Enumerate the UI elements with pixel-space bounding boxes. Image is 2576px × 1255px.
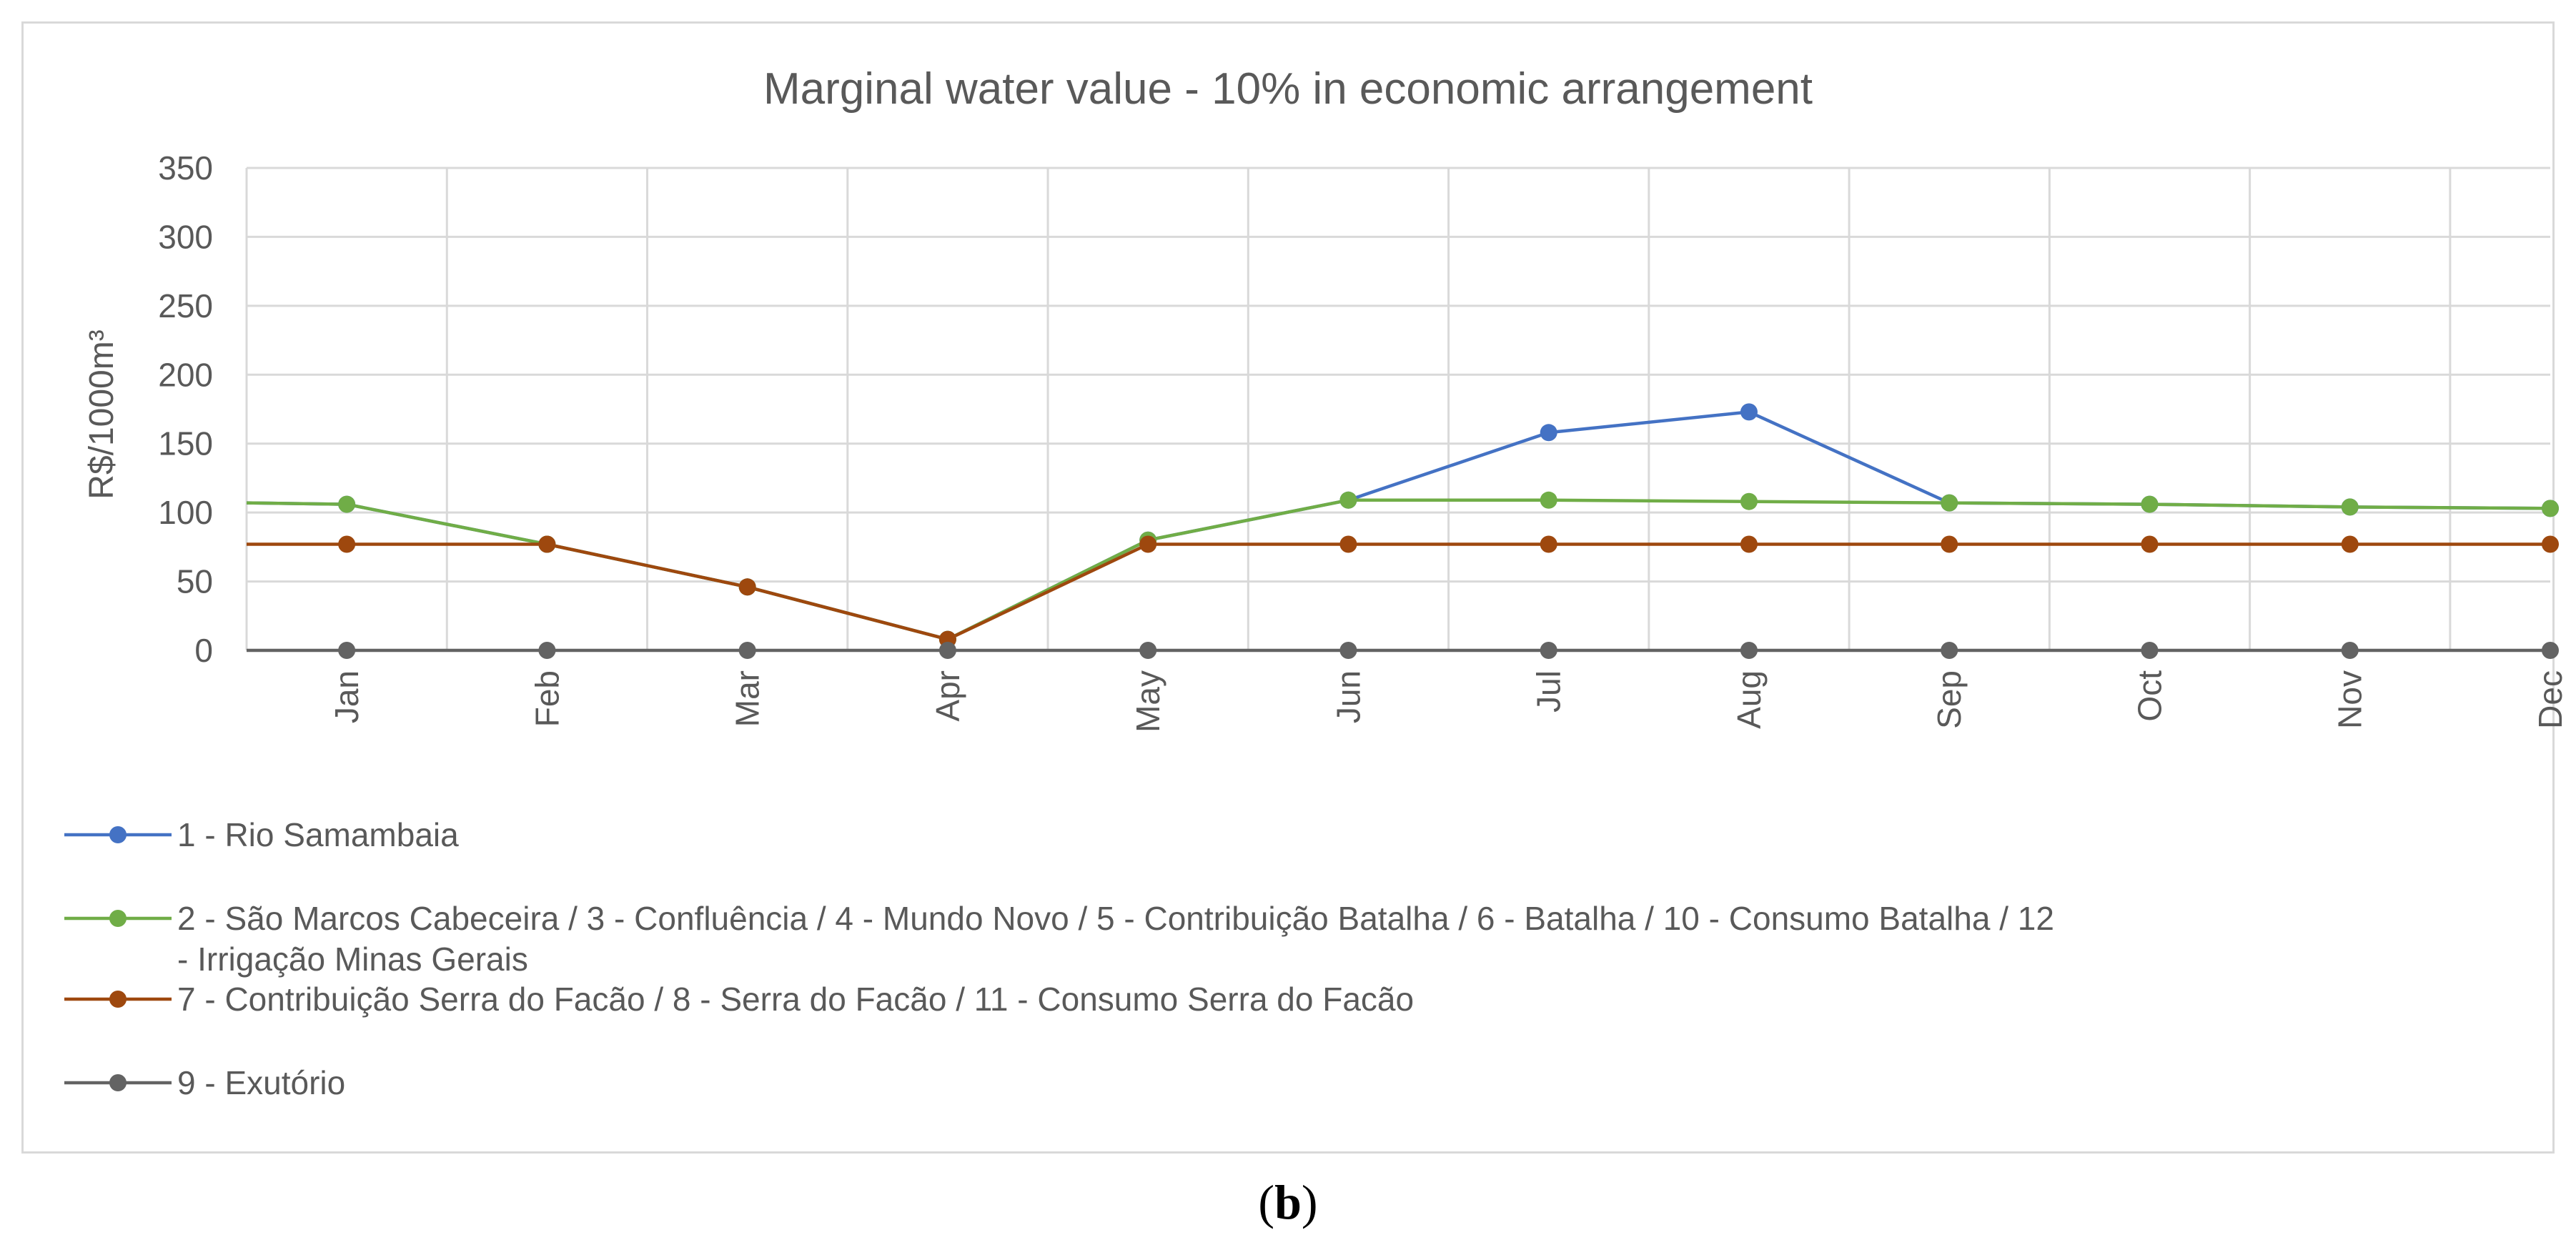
data-point-s4-mar: [738, 642, 756, 659]
data-point-s4-jul: [1540, 642, 1557, 659]
series-markers: [338, 403, 2559, 659]
data-point-s3-oct: [2141, 535, 2159, 553]
data-point-s3-nov: [2341, 535, 2359, 553]
x-tick-label-aug: Aug: [1730, 670, 1768, 729]
data-point-s3-aug: [1740, 535, 1758, 553]
figure-caption: (b): [1258, 1175, 1317, 1229]
legend-label-4: 9 - Exutório: [177, 1064, 345, 1101]
data-point-s2-dec: [2542, 500, 2559, 517]
data-point-s3-mar: [738, 578, 756, 596]
x-tick-label-jun: Jun: [1329, 670, 1367, 723]
x-tick-label-mar: Mar: [729, 670, 766, 727]
gridlines: [245, 167, 2550, 650]
legend-marker-4: [109, 1074, 127, 1091]
data-point-s3-feb: [538, 535, 556, 553]
legend-marker-3: [109, 991, 127, 1008]
data-point-s3-dec: [2542, 535, 2559, 553]
data-point-s2-jan: [338, 495, 356, 513]
chart-title: Marginal water value - 10% in economic a…: [763, 64, 1813, 114]
legend-label-2-cont: - Irrigação Minas Gerais: [177, 941, 528, 978]
data-point-s2-oct: [2141, 495, 2159, 513]
x-tick-label-nov: Nov: [2332, 670, 2369, 729]
data-point-s3-may: [1139, 535, 1157, 553]
data-point-s1-aug: [1740, 403, 1758, 421]
x-tick-label-oct: Oct: [2131, 670, 2168, 722]
data-point-s4-jan: [338, 642, 356, 659]
series-line-2: [246, 498, 2552, 641]
data-point-s2-aug: [1740, 492, 1758, 510]
data-point-s1-jul: [1540, 424, 1557, 442]
data-point-s2-jul: [1540, 491, 1557, 509]
series-line-1: [246, 410, 2552, 641]
data-point-s2-nov: [2341, 498, 2359, 516]
legend-label-1: 1 - Rio Samambaia: [177, 816, 459, 853]
x-tick-label-may: May: [1129, 670, 1166, 733]
data-point-s4-nov: [2341, 642, 2359, 659]
y-tick-label-250: 250: [158, 287, 213, 324]
caption-letter: b: [1274, 1175, 1302, 1229]
data-point-s4-oct: [2141, 642, 2159, 659]
data-point-s4-apr: [938, 642, 956, 659]
data-point-s3-jul: [1540, 535, 1557, 553]
data-point-s4-feb: [538, 642, 556, 659]
data-point-s3-sep: [1941, 535, 1958, 553]
data-point-s4-sep: [1941, 642, 1958, 659]
data-point-s4-dec: [2542, 642, 2559, 659]
data-point-s3-jan: [338, 535, 356, 553]
legend-marker-2: [109, 910, 127, 927]
y-tick-label-300: 300: [158, 218, 213, 255]
legend: 1 - Rio Samambaia 2 - São Marcos Cabeceir…: [64, 816, 2054, 1101]
data-point-s3-jun: [1339, 535, 1357, 553]
y-tick-label-0: 0: [194, 632, 213, 669]
x-axis-ticks: Jan Feb Mar Apr May Jun Jul Aug Sep Oct Nov Dec: [328, 670, 2569, 733]
chart-frame: [21, 21, 2555, 1154]
x-tick-label-apr: Apr: [929, 670, 966, 722]
y-tick-label-150: 150: [158, 425, 213, 462]
data-point-s4-aug: [1740, 642, 1758, 659]
series-lines: [246, 410, 2552, 653]
x-tick-label-sep: Sep: [1931, 670, 1968, 729]
y-axis-ticks: 0 50 100 150 200 250 300 350: [158, 149, 213, 669]
x-tick-label-jul: Jul: [1530, 670, 1567, 713]
y-tick-label-350: 350: [158, 149, 213, 187]
caption-open: (: [1258, 1175, 1274, 1229]
y-tick-label-200: 200: [158, 356, 213, 393]
data-point-s4-may: [1139, 642, 1157, 659]
y-tick-label-100: 100: [158, 494, 213, 531]
data-point-s4-jun: [1339, 642, 1357, 659]
y-axis-label: R$/1000m³: [83, 329, 121, 499]
caption-close: ): [1302, 1175, 1318, 1229]
x-tick-label-jan: Jan: [328, 670, 365, 723]
legend-label-3: 7 - Contribuição Serra do Facão / 8 - Se…: [177, 981, 1414, 1018]
data-point-s2-sep: [1941, 494, 1958, 512]
x-tick-label-dec: Dec: [2532, 670, 2569, 729]
x-tick-label-feb: Feb: [528, 670, 565, 727]
legend-marker-1: [109, 826, 127, 843]
series-line-3: [247, 542, 2550, 641]
y-tick-label-50: 50: [177, 563, 213, 600]
legend-label-2: 2 - São Marcos Cabeceira / 3 - Confluênc…: [177, 900, 2054, 937]
data-point-s2-jun: [1339, 491, 1357, 509]
